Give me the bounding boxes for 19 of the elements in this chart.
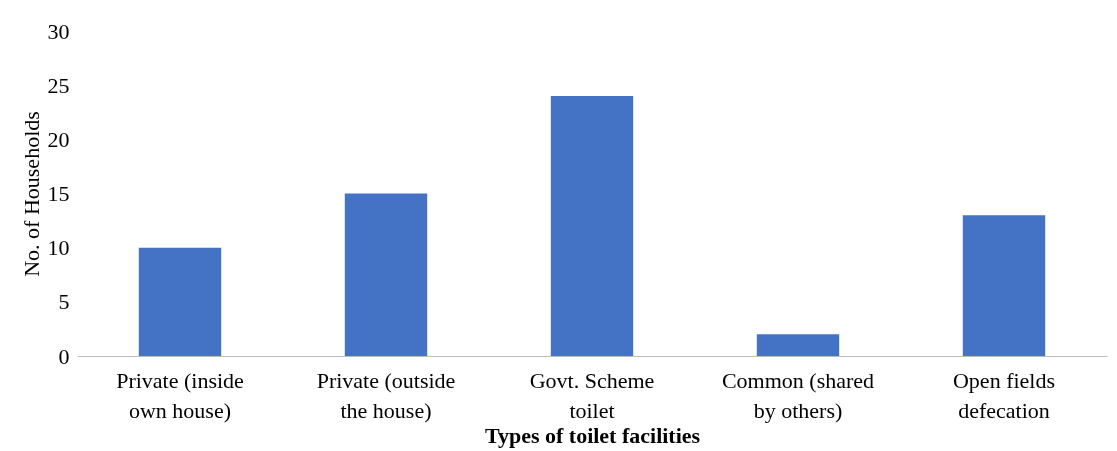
y-tick-label: 5 [58, 289, 70, 315]
y-tick-label: 15 [47, 181, 70, 206]
y-tick-label: 25 [47, 72, 70, 98]
y-tick-label: 0 [58, 343, 70, 369]
bar [138, 247, 222, 356]
bar [344, 193, 428, 356]
y-axis-title: No. of Households [18, 111, 44, 277]
x-tick-label: Common (shared by others) [721, 367, 875, 423]
y-tick-label: 10 [47, 235, 70, 261]
bar [962, 215, 1046, 356]
x-tick-label: Private (inside own house) [116, 367, 244, 423]
x-tick-label: Govt. Scheme toilet [529, 367, 655, 423]
bar [756, 334, 840, 356]
x-tick-label: Open fields defecation [952, 367, 1056, 423]
y-tick-label: 30 [47, 18, 70, 44]
bar [550, 96, 634, 356]
x-axis-title: Types of toilet facilities [484, 422, 701, 448]
y-tick-label: 20 [47, 126, 70, 152]
x-tick-label: Private (outside the house) [316, 367, 456, 423]
